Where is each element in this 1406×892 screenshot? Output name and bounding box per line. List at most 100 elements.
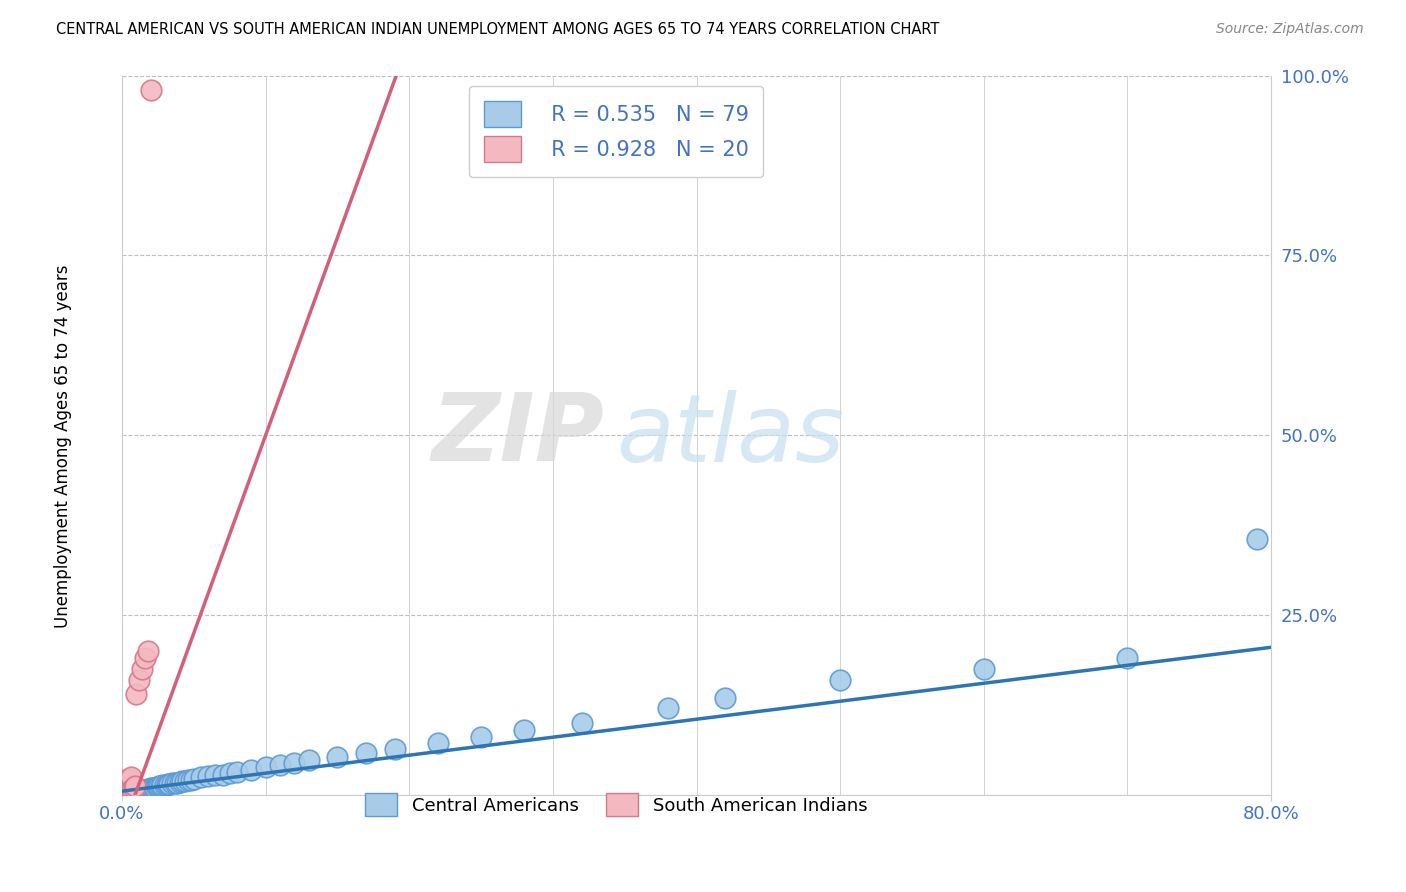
Point	[114, 788, 136, 802]
Point	[118, 787, 141, 801]
Point	[197, 769, 219, 783]
Point	[127, 784, 149, 798]
Point	[204, 768, 226, 782]
Point	[122, 780, 145, 795]
Point	[124, 779, 146, 793]
Point	[326, 750, 349, 764]
Point	[114, 787, 136, 801]
Point	[129, 785, 152, 799]
Point	[169, 774, 191, 789]
Point	[190, 771, 212, 785]
Text: Source: ZipAtlas.com: Source: ZipAtlas.com	[1216, 22, 1364, 37]
Point	[156, 777, 179, 791]
Point	[132, 782, 155, 797]
Point	[269, 757, 291, 772]
Point	[148, 779, 170, 793]
Point	[124, 786, 146, 800]
Point	[166, 775, 188, 789]
Point	[118, 784, 141, 798]
Point	[139, 781, 162, 796]
Point	[427, 736, 450, 750]
Point	[121, 786, 143, 800]
Text: CENTRAL AMERICAN VS SOUTH AMERICAN INDIAN UNEMPLOYMENT AMONG AGES 65 TO 74 YEARS: CENTRAL AMERICAN VS SOUTH AMERICAN INDIA…	[56, 22, 939, 37]
Point	[1246, 533, 1268, 547]
Point	[122, 786, 145, 800]
Point	[172, 774, 194, 789]
Point	[973, 662, 995, 676]
Point	[118, 772, 141, 786]
Point	[1116, 651, 1139, 665]
Point	[115, 786, 138, 800]
Point	[120, 783, 142, 797]
Point	[131, 662, 153, 676]
Point	[134, 783, 156, 797]
Point	[180, 772, 202, 787]
Point	[124, 785, 146, 799]
Point	[226, 765, 249, 780]
Point	[143, 780, 166, 795]
Point	[112, 788, 135, 802]
Point	[513, 723, 536, 737]
Point	[174, 774, 197, 789]
Point	[121, 782, 143, 797]
Point	[218, 766, 240, 780]
Point	[132, 784, 155, 798]
Point	[254, 760, 277, 774]
Point	[183, 772, 205, 786]
Point	[155, 778, 177, 792]
Point	[153, 778, 176, 792]
Text: ZIP: ZIP	[432, 389, 605, 481]
Point	[115, 773, 138, 788]
Point	[125, 785, 148, 799]
Point	[121, 787, 143, 801]
Point	[134, 782, 156, 797]
Point	[129, 783, 152, 797]
Point	[112, 777, 135, 791]
Point	[122, 786, 145, 800]
Point	[139, 782, 162, 797]
Point	[138, 782, 160, 797]
Point	[114, 774, 136, 789]
Point	[149, 779, 172, 793]
Point	[470, 730, 492, 744]
Point	[120, 786, 142, 800]
Point	[135, 783, 157, 797]
Point	[283, 756, 305, 770]
Point	[177, 773, 200, 788]
Point	[134, 651, 156, 665]
Point	[127, 786, 149, 800]
Point	[146, 780, 169, 794]
Point	[131, 783, 153, 797]
Point	[145, 780, 167, 794]
Text: atlas: atlas	[616, 390, 845, 481]
Point	[128, 784, 150, 798]
Point	[118, 786, 141, 800]
Point	[240, 764, 263, 778]
Point	[136, 644, 159, 658]
Point	[571, 715, 593, 730]
Point	[211, 767, 233, 781]
Point	[125, 786, 148, 800]
Text: Unemployment Among Ages 65 to 74 years: Unemployment Among Ages 65 to 74 years	[55, 264, 72, 628]
Point	[162, 776, 184, 790]
Point	[354, 746, 377, 760]
Point	[125, 687, 148, 701]
Point	[120, 787, 142, 801]
Point	[830, 673, 852, 687]
Point	[657, 701, 679, 715]
Point	[117, 786, 139, 800]
Point	[136, 782, 159, 797]
Point	[384, 742, 406, 756]
Point	[138, 782, 160, 797]
Point	[142, 780, 165, 795]
Point	[150, 778, 173, 792]
Point	[141, 781, 163, 796]
Point	[139, 83, 162, 97]
Point	[136, 782, 159, 797]
Point	[298, 753, 321, 767]
Point	[128, 785, 150, 799]
Point	[714, 690, 737, 705]
Point	[165, 775, 187, 789]
Point	[115, 787, 138, 801]
Point	[117, 788, 139, 802]
